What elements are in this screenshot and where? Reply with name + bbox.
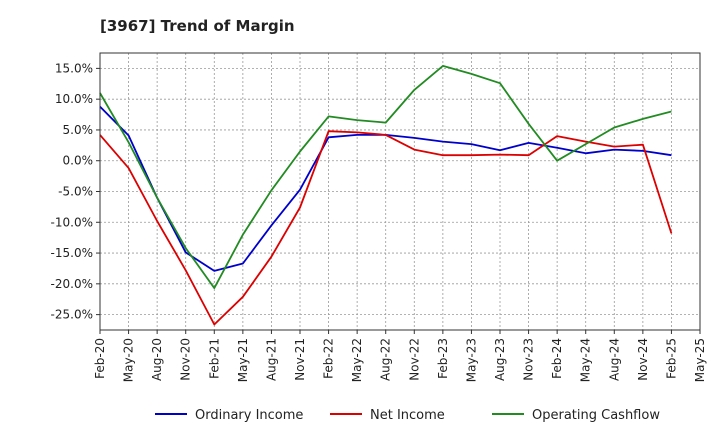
legend-label: Operating Cashflow xyxy=(532,408,660,423)
legend-label: Ordinary Income xyxy=(195,408,303,423)
series-layer xyxy=(99,65,673,326)
x-tick-label: Nov-22 xyxy=(407,338,421,381)
legend: Ordinary Income Net Income Operating Cashf… xyxy=(155,408,660,423)
y-tick-label: 5.0% xyxy=(63,123,94,137)
x-tick-label: Aug-20 xyxy=(150,338,164,381)
x-tick-label: Feb-24 xyxy=(550,338,564,379)
series-line-net-income xyxy=(99,130,673,326)
x-tick-label: Aug-22 xyxy=(379,338,393,381)
x-tick-label: Nov-20 xyxy=(179,338,193,381)
x-tick-label: Aug-21 xyxy=(264,338,278,381)
legend-label: Net Income xyxy=(370,408,445,423)
x-tick-label: Nov-21 xyxy=(293,338,307,381)
x-tick-label: May-23 xyxy=(464,338,478,382)
x-tick-label: Feb-21 xyxy=(207,338,221,379)
x-tick-label: Aug-24 xyxy=(607,338,621,381)
chart-title: [3967] Trend of Margin xyxy=(100,17,295,35)
y-tick-label: -25.0% xyxy=(51,308,93,322)
y-tick-label: -15.0% xyxy=(51,246,93,260)
x-axis-ticks: Feb-20 May-20 Aug-20 Nov-20 Feb-21 May-21 Aug-… xyxy=(93,330,707,382)
x-tick-label: Feb-20 xyxy=(93,338,107,379)
x-tick-label: May-22 xyxy=(350,338,364,382)
y-tick-label: -20.0% xyxy=(51,277,93,291)
x-tick-label: Nov-23 xyxy=(522,338,536,381)
grid-lines xyxy=(99,53,701,330)
series-line-operating-cashflow xyxy=(99,65,672,290)
x-tick-label: May-20 xyxy=(122,338,136,382)
x-tick-label: Feb-22 xyxy=(322,338,336,379)
x-tick-label: May-25 xyxy=(693,338,707,382)
x-tick-label: Feb-25 xyxy=(664,338,678,379)
y-tick-label: 0.0% xyxy=(63,154,94,168)
y-axis-ticks: 15.0% 10.0% 5.0% 0.0% -5.0% -10.0% -15.0% -20.0… xyxy=(51,61,100,322)
x-tick-label: May-24 xyxy=(579,338,593,382)
y-tick-label: 15.0% xyxy=(55,61,93,75)
x-tick-label: May-21 xyxy=(236,338,250,382)
y-tick-label: 10.0% xyxy=(55,92,93,106)
y-tick-label: -10.0% xyxy=(51,215,93,229)
y-tick-label: -5.0% xyxy=(58,185,93,199)
x-tick-label: Feb-23 xyxy=(436,338,450,379)
x-tick-label: Aug-23 xyxy=(493,338,507,381)
x-tick-label: Nov-24 xyxy=(636,338,650,381)
